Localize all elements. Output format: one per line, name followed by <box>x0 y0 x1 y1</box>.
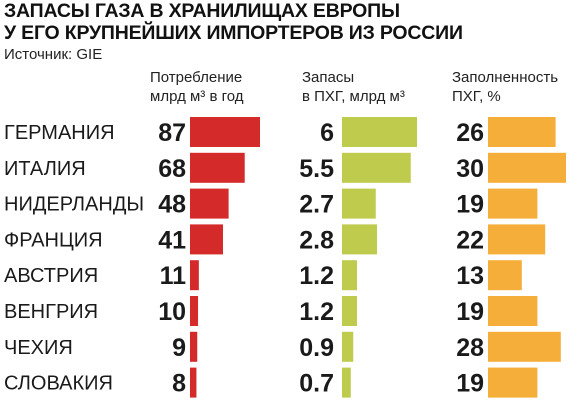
column-header-consumption-line2: млрд м³ в год <box>150 88 244 105</box>
value-label-storage: 2.7 <box>299 191 334 219</box>
value-label-fill: 19 <box>456 370 484 398</box>
bar-storage <box>342 188 376 219</box>
column-header-consumption-line1: Потребление <box>150 69 243 86</box>
bar-fill <box>488 260 522 291</box>
bar-fill <box>488 117 556 147</box>
value-label-fill: 28 <box>456 334 484 362</box>
value-label-consumption: 87 <box>158 119 186 147</box>
value-label-storage: 0.7 <box>299 370 334 398</box>
value-label-consumption: 10 <box>158 298 186 326</box>
country-label: ИТАЛИЯ <box>4 158 86 180</box>
value-label-fill: 19 <box>456 298 484 326</box>
bar-consumption <box>190 367 197 398</box>
column-header-consumption: Потребление млрд м³ в год <box>150 68 244 106</box>
bar-storage <box>342 367 351 398</box>
value-label-storage: 2.8 <box>299 226 334 254</box>
column-header-storage: Запасы в ПХГ, млрд м³ <box>302 68 405 106</box>
bar-fill <box>488 367 538 398</box>
value-label-consumption: 68 <box>158 155 186 183</box>
country-label: СЛОВАКИЯ <box>4 373 113 395</box>
column-header-fill: Заполненность ПХГ, % <box>452 68 558 106</box>
value-label-fill: 22 <box>456 226 484 254</box>
country-label: ФРАНЦИЯ <box>4 229 103 251</box>
value-label-consumption: 41 <box>158 226 186 254</box>
chart-title: ЗАПАСЫ ГАЗА В ХРАНИЛИЩАХ ЕВРОПЫ У ЕГО КР… <box>4 0 463 44</box>
value-label-storage: 0.9 <box>299 334 334 362</box>
value-label-fill: 13 <box>456 262 484 290</box>
title-line-1: ЗАПАСЫ ГАЗА В ХРАНИЛИЩАХ ЕВРОПЫ <box>4 0 400 22</box>
bar-storage <box>342 260 357 291</box>
bar-fill <box>488 188 538 219</box>
value-label-fill: 19 <box>456 191 484 219</box>
value-label-storage: 5.5 <box>299 155 334 183</box>
bar-storage <box>342 152 411 183</box>
country-label: ЧЕХИЯ <box>4 337 73 359</box>
column-header-storage-line1: Запасы <box>302 69 355 86</box>
value-label-consumption: 11 <box>160 262 187 290</box>
value-label-fill: 30 <box>456 155 484 183</box>
bar-consumption <box>190 117 260 147</box>
bar-storage <box>342 117 417 147</box>
column-header-storage-line2: в ПХГ, млрд м³ <box>302 88 405 105</box>
country-label: АВСТРИЯ <box>4 265 98 287</box>
value-label-consumption: 8 <box>172 370 186 398</box>
bar-consumption <box>190 331 198 362</box>
column-header-fill-line1: Заполненность <box>452 69 559 86</box>
bar-consumption <box>190 224 223 255</box>
country-label: ГЕРМАНИЯ <box>4 122 115 144</box>
column-header-fill-line2: ПХГ, % <box>452 88 501 105</box>
bar-fill <box>488 152 566 183</box>
bar-consumption <box>190 152 245 183</box>
bar-storage <box>342 296 357 326</box>
title-line-2: У ЕГО КРУПНЕЙШИХ ИМПОРТЕРОВ ИЗ РОССИИ <box>4 22 463 44</box>
bar-fill <box>488 224 546 255</box>
country-label: ВЕНГРИЯ <box>4 301 98 323</box>
bar-fill <box>488 331 561 362</box>
bar-storage <box>342 224 377 255</box>
value-label-fill: 26 <box>456 119 484 147</box>
value-label-consumption: 9 <box>172 334 186 362</box>
bar-consumption <box>190 260 199 291</box>
bar-consumption <box>190 296 199 326</box>
bar-storage <box>342 331 354 362</box>
country-label: НИДЕРЛАНДЫ <box>4 194 144 216</box>
value-label-storage: 1.2 <box>299 298 334 326</box>
bar-fill <box>488 296 538 326</box>
value-label-storage: 1.2 <box>299 262 334 290</box>
bar-consumption <box>190 188 229 219</box>
value-label-storage: 6 <box>320 119 334 147</box>
value-label-consumption: 48 <box>158 191 186 219</box>
source-note: Источник: GIE <box>4 46 103 63</box>
